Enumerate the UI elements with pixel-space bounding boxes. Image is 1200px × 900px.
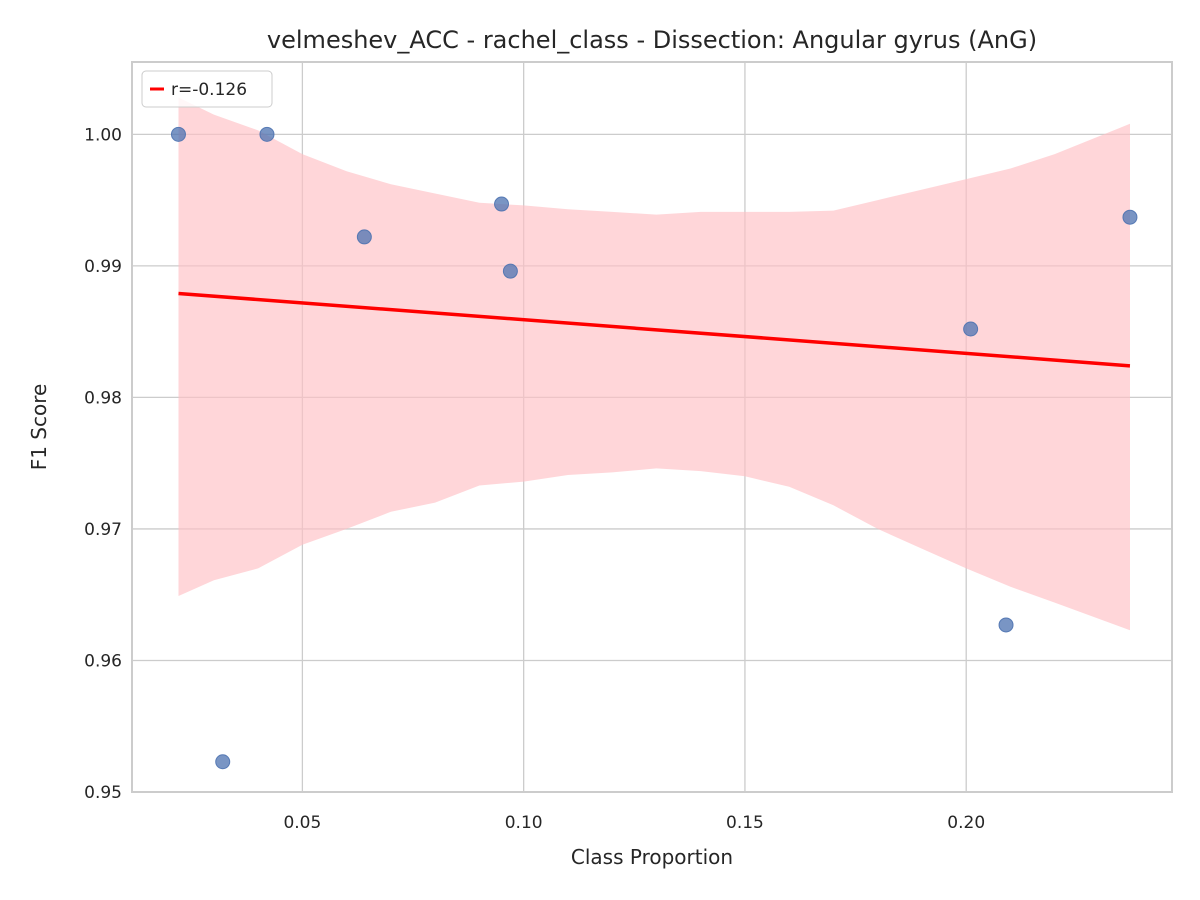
x-tick-label: 0.10	[505, 813, 543, 833]
legend-box	[141, 70, 273, 108]
plot-frame	[131, 61, 1173, 793]
legend: r=-0.126	[141, 70, 273, 108]
data-point	[356, 229, 372, 245]
y-tick-label: 0.97	[84, 520, 122, 540]
y-axis-label: F1 Score	[27, 384, 51, 471]
data-point	[170, 126, 186, 142]
data-point	[502, 263, 518, 279]
x-tick-label: 0.15	[726, 813, 764, 833]
data-point	[259, 126, 275, 142]
data-point	[963, 321, 979, 337]
y-tick-label: 0.96	[84, 651, 122, 671]
data-point	[215, 754, 231, 770]
confidence-band	[178, 97, 1130, 631]
chart-title: velmeshev_ACC - rachel_class - Dissectio…	[267, 26, 1037, 54]
y-tick-label: 0.99	[84, 257, 122, 277]
y-tick-label: 0.95	[84, 783, 122, 803]
legend-regression-label: r=-0.126	[171, 80, 247, 100]
regression-line	[178, 291, 1131, 368]
y-tick-label: 1.00	[84, 125, 122, 145]
data-point	[494, 196, 510, 212]
data-point	[1122, 209, 1138, 225]
x-tick-label: 0.20	[947, 813, 985, 833]
y-tick-label: 0.98	[84, 388, 122, 408]
data-point	[998, 617, 1014, 633]
x-tick-label: 0.05	[283, 813, 321, 833]
x-axis-label: Class Proportion	[571, 845, 733, 869]
plot-area: 0.05 0.10 0.15 0.20 0.95 0.96 0.97 0.98 0.99 1.00	[84, 61, 1173, 833]
